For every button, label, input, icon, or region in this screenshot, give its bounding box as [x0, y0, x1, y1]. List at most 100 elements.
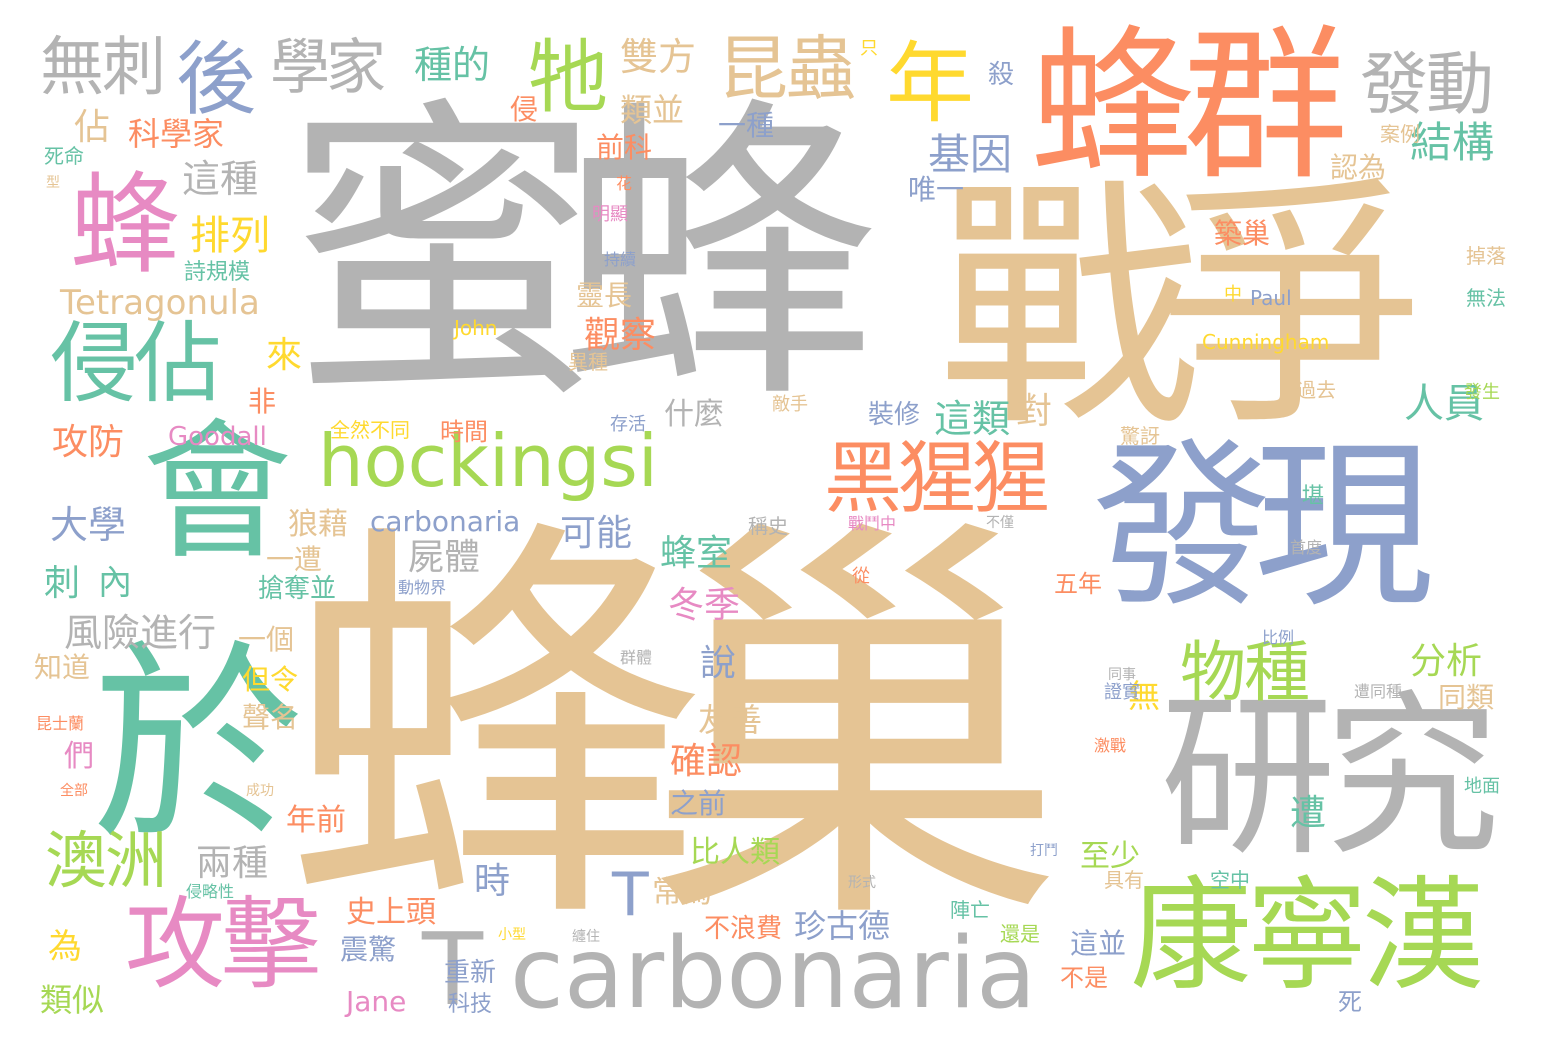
word: 常為: [652, 875, 712, 910]
word: Paul: [1250, 286, 1292, 310]
word: 戰爭: [938, 156, 1422, 461]
word: 明顯: [592, 204, 628, 225]
word: 裝修: [868, 400, 921, 430]
word: 蜂: [70, 161, 180, 289]
word: 地面: [1464, 776, 1500, 797]
word: 殺: [988, 60, 1015, 90]
word: 同類: [1438, 681, 1495, 714]
word: 纏住: [572, 929, 600, 945]
word: 比例: [1262, 628, 1295, 647]
word: 這類: [934, 397, 1011, 441]
word: 型: [46, 175, 60, 191]
word: 內: [98, 563, 132, 603]
word: 存活: [610, 414, 646, 435]
word: 同事: [1108, 667, 1136, 683]
word: 知道: [34, 651, 91, 684]
word: 震驚: [340, 933, 397, 966]
word: 來: [266, 335, 303, 376]
word: 種的: [414, 43, 491, 87]
word: 一個: [238, 623, 295, 656]
word: Cunningham: [1202, 330, 1330, 354]
word: 稱史: [748, 514, 788, 538]
word: 動物界: [398, 578, 447, 597]
word: 物種: [1180, 634, 1310, 711]
word: 冬季: [668, 585, 741, 626]
word: 侵: [510, 93, 539, 126]
word: 侵略性: [186, 882, 235, 901]
word: 詩規模: [184, 260, 251, 285]
word: 澳洲: [45, 824, 167, 897]
word: T: [612, 860, 649, 930]
word: 陣亡: [950, 898, 990, 922]
word: 形式: [848, 875, 876, 891]
word: 異種: [568, 350, 608, 374]
word: 一種: [718, 109, 775, 142]
word: 攻防: [52, 422, 125, 463]
word: 會: [142, 406, 293, 580]
word: 一遭: [266, 543, 323, 576]
word: 們: [64, 739, 94, 774]
word: 掉落: [1466, 244, 1506, 268]
word: 對: [1016, 391, 1053, 432]
word: 大學: [50, 503, 127, 547]
word: 兩種: [196, 843, 269, 884]
word: 昆蟲: [718, 28, 856, 110]
word: carbonaria: [510, 917, 1037, 1031]
word: Jane: [346, 985, 407, 1018]
word: 雙方: [620, 35, 697, 79]
word: 可能: [560, 513, 633, 554]
word: 科技: [448, 992, 493, 1017]
word: 成功: [246, 783, 274, 799]
word: 什麼: [664, 397, 724, 432]
word: 唯一: [908, 173, 965, 206]
word: 確認: [670, 741, 743, 782]
word: 牠: [528, 31, 608, 124]
word: 遭同種: [1354, 682, 1403, 701]
word: 時間: [440, 418, 488, 446]
word: 類並: [620, 91, 685, 129]
word: 驚訝: [1120, 424, 1160, 448]
word: 花: [616, 174, 633, 193]
word: 群體: [620, 648, 653, 667]
word: 人員: [1404, 381, 1484, 427]
word: 學家: [270, 33, 386, 103]
word: 比人類: [690, 835, 780, 870]
word: 刺: [44, 563, 81, 604]
word: 蜂群: [1030, 10, 1348, 202]
word: 認為: [1330, 151, 1387, 184]
word: 打鬥: [1030, 843, 1058, 859]
word: 築巢: [1214, 217, 1271, 250]
word: carbonaria: [370, 505, 521, 538]
word: 蜂巢: [285, 487, 1065, 976]
word: 昆士蘭: [36, 714, 85, 733]
word: 遭: [1290, 793, 1327, 834]
word: 激戰: [1094, 736, 1127, 755]
word: 這並: [1070, 927, 1127, 960]
word: 史上頭: [346, 895, 436, 930]
word: 案例: [1380, 122, 1420, 146]
word: 佔: [74, 107, 111, 148]
word: John: [454, 316, 498, 340]
word: 風險進行: [64, 611, 217, 655]
word: 狼藉: [288, 507, 348, 542]
word: 前科: [596, 131, 653, 164]
word: 只: [860, 38, 878, 59]
word: 首度: [1290, 538, 1323, 557]
word: T: [422, 911, 484, 1028]
word: 研究: [1160, 675, 1500, 880]
word: 友善: [698, 701, 763, 739]
word: 結構: [1410, 118, 1495, 167]
word: 五年: [1054, 570, 1102, 598]
word: 類似: [40, 981, 105, 1019]
word: 死: [1338, 988, 1362, 1016]
word: 為: [48, 927, 82, 967]
word: 屍體: [408, 537, 481, 578]
word: 攻擊: [125, 886, 321, 1003]
word: 康寧漢: [1130, 865, 1484, 1007]
word: 黑猩猩: [824, 434, 1050, 524]
word: 說: [700, 643, 737, 684]
word: 無法: [1466, 286, 1506, 310]
word: 蜜蜂: [283, 71, 879, 441]
word: 無刺: [40, 31, 166, 105]
